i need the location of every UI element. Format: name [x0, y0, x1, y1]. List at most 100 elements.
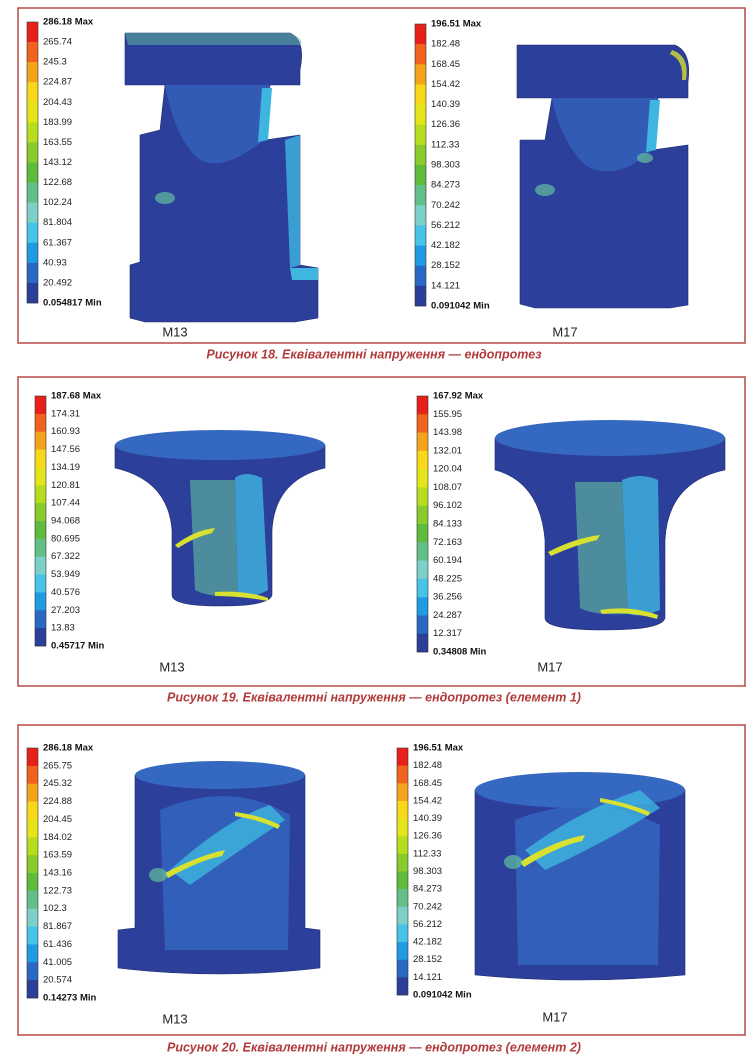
- figure-frame: [17, 376, 746, 687]
- legend-label: 60.194: [433, 555, 462, 566]
- legend-label: 143.16: [43, 868, 72, 879]
- legend-band: [27, 122, 38, 143]
- legend-label: 0.14273 Min: [43, 993, 97, 1004]
- legend-label: 286.18 Max: [43, 17, 94, 28]
- legend-label: 84.273: [431, 180, 460, 191]
- model-label: M13: [162, 324, 187, 339]
- model-render: [516, 44, 689, 309]
- legend-band: [27, 944, 38, 963]
- model-label: M13: [159, 659, 184, 674]
- legend-label: 20.492: [43, 277, 72, 288]
- legend-label: 0.34808 Min: [433, 647, 487, 658]
- legend-band: [397, 977, 408, 996]
- model-render: [494, 420, 726, 631]
- model-render: [117, 761, 321, 975]
- legend-label: 140.39: [431, 99, 460, 110]
- legend-label: 40.93: [43, 257, 67, 268]
- model-label: M17: [537, 659, 562, 674]
- legend-band: [417, 578, 428, 598]
- legend-band: [417, 396, 428, 415]
- legend-band: [35, 413, 46, 433]
- legend-band: [417, 487, 428, 507]
- legend-band: [417, 597, 428, 616]
- legend-label: 72.163: [433, 537, 462, 548]
- legend-band: [417, 633, 428, 653]
- legend-label: 0.091042 Min: [431, 301, 490, 312]
- legend-label: 204.45: [43, 814, 72, 825]
- legend-label: 183.99: [43, 117, 72, 128]
- legend-band: [397, 942, 408, 961]
- legend-label: 0.054817 Min: [43, 298, 102, 309]
- legend-label: 132.01: [433, 445, 462, 456]
- legend-band: [397, 818, 408, 837]
- model-render: [124, 32, 319, 323]
- legend-label: 182.48: [413, 760, 442, 771]
- legend-label: 196.51 Max: [413, 743, 464, 754]
- legend-band: [417, 450, 428, 470]
- legend-label: 107.44: [51, 498, 80, 509]
- legend-label: 12.317: [433, 628, 462, 639]
- legend-band: [27, 980, 38, 999]
- legend-label: 154.42: [413, 795, 442, 806]
- legend-label: 20.574: [43, 975, 72, 986]
- legend-label: 154.42: [431, 79, 460, 90]
- legend-label: 81.804: [43, 217, 72, 228]
- legend-band: [417, 505, 428, 525]
- legend-band: [415, 185, 426, 206]
- legend-label: 120.04: [433, 464, 462, 475]
- legend-frame: [396, 747, 409, 996]
- legend-label: 84.273: [413, 884, 442, 895]
- legend-label: 53.949: [51, 569, 80, 580]
- legend-band: [417, 560, 428, 580]
- legend-band: [415, 265, 426, 287]
- legend-label: 168.45: [431, 59, 460, 70]
- figure-caption: Рисунок 18. Еквівалентні напруження — ен…: [206, 347, 542, 361]
- legend-label: 24.287: [433, 610, 462, 621]
- legend-label: 98.303: [413, 866, 442, 877]
- legend-band: [415, 64, 426, 85]
- legend-band: [415, 225, 426, 246]
- legend-band: [397, 924, 408, 943]
- legend-label: 40.576: [51, 587, 80, 598]
- model-label: M17: [542, 1009, 567, 1024]
- legend-label: 112.33: [431, 139, 459, 150]
- legend-label: 96.102: [433, 500, 462, 511]
- legend-band: [417, 615, 428, 635]
- legend-band: [35, 628, 46, 647]
- legend-band: [397, 853, 408, 872]
- legend-band: [417, 414, 428, 433]
- legend-band: [397, 783, 408, 802]
- legend-label: 126.36: [431, 119, 460, 130]
- legend-label: 122.68: [43, 177, 72, 188]
- legend-band: [417, 432, 428, 452]
- legend-band: [415, 205, 426, 226]
- legend-band: [27, 748, 38, 767]
- legend-label: 28.152: [413, 954, 442, 965]
- legend-band: [35, 503, 46, 522]
- legend-band: [415, 245, 426, 267]
- legend-label: 265.75: [43, 760, 72, 771]
- legend-label: 163.55: [43, 137, 72, 148]
- legend-frame: [416, 395, 429, 653]
- legend-label: 126.36: [413, 831, 442, 842]
- legend-label: 187.68 Max: [51, 391, 102, 402]
- legend-band: [27, 142, 38, 163]
- legend-label: 160.93: [51, 426, 80, 437]
- legend-band: [27, 783, 38, 802]
- legend-label: 140.39: [413, 813, 442, 824]
- legend-label: 224.87: [43, 77, 72, 88]
- legend-band: [417, 524, 428, 543]
- legend-band: [35, 610, 46, 629]
- legend-band: [35, 485, 46, 504]
- legend-label: 14.121: [413, 972, 442, 983]
- legend-label: 36.256: [433, 592, 462, 603]
- legend-band: [35, 556, 46, 575]
- legend-label: 41.005: [43, 957, 72, 968]
- legend-label: 163.59: [43, 850, 72, 861]
- legend-label: 143.98: [433, 427, 462, 438]
- legend-band: [397, 871, 408, 890]
- legend-band: [27, 855, 38, 874]
- legend-band: [35, 592, 46, 611]
- legend-band: [417, 469, 428, 488]
